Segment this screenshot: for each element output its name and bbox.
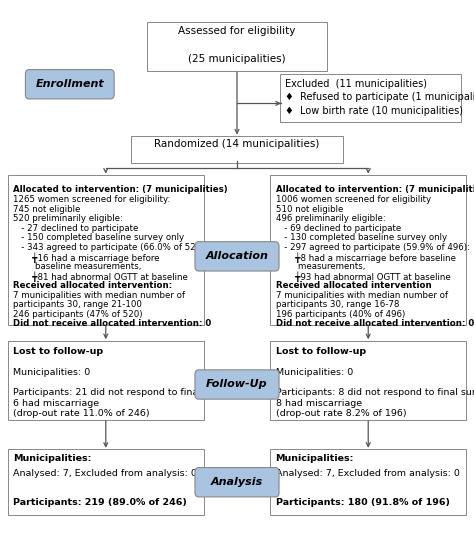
Text: 196 participants (40% of 496): 196 participants (40% of 496) (275, 310, 405, 319)
FancyBboxPatch shape (271, 449, 466, 515)
Text: Participants: 219 (89.0% of 246): Participants: 219 (89.0% of 246) (13, 498, 187, 507)
Text: Municipalities:: Municipalities: (275, 454, 354, 464)
Text: - 297 agreed to participate (59.9% of 496):: - 297 agreed to participate (59.9% of 49… (275, 243, 469, 252)
Text: Allocation: Allocation (206, 252, 268, 261)
Text: 6 had miscarriage: 6 had miscarriage (13, 399, 99, 408)
Text: Allocated to intervention: (7 municipalities): Allocated to intervention: (7 municipali… (13, 186, 228, 194)
Text: Participants: 8 did not respond to final survey,: Participants: 8 did not respond to final… (275, 388, 474, 397)
Text: ╈93 had abnormal OGTT at baseline: ╈93 had abnormal OGTT at baseline (275, 271, 450, 283)
Text: 8 had miscarriage: 8 had miscarriage (275, 399, 362, 408)
Text: Enrollment: Enrollment (36, 79, 104, 89)
Text: Analysed: 7, Excluded from analysis: 0: Analysed: 7, Excluded from analysis: 0 (13, 469, 197, 478)
Text: (25 municipalities): (25 municipalities) (188, 54, 286, 64)
Text: participants 30, range 21-100: participants 30, range 21-100 (13, 300, 142, 309)
Text: ♦  Low birth rate (10 municipalities): ♦ Low birth rate (10 municipalities) (285, 106, 463, 116)
Text: Municipalities:: Municipalities: (13, 454, 91, 464)
FancyBboxPatch shape (271, 341, 466, 420)
Text: 745 not eligible: 745 not eligible (13, 204, 81, 213)
Text: Lost to follow-up: Lost to follow-up (13, 347, 103, 356)
Text: Did not receive allocated intervention: 0: Did not receive allocated intervention: … (275, 320, 474, 329)
FancyBboxPatch shape (8, 175, 203, 325)
Text: (drop-out rate 8.2% of 196): (drop-out rate 8.2% of 196) (275, 409, 406, 418)
FancyBboxPatch shape (195, 242, 279, 271)
Text: baseline measurements,: baseline measurements, (13, 262, 141, 271)
FancyBboxPatch shape (147, 22, 327, 71)
FancyBboxPatch shape (280, 74, 461, 122)
Text: Analysis: Analysis (211, 477, 263, 487)
Text: Follow-Up: Follow-Up (206, 379, 268, 389)
Text: 1265 women screened for eligibility:: 1265 women screened for eligibility: (13, 195, 171, 204)
Text: Participants: 180 (91.8% of 196): Participants: 180 (91.8% of 196) (275, 498, 449, 507)
Text: Did not receive allocated intervention: 0: Did not receive allocated intervention: … (13, 320, 211, 329)
Text: ╈81 had abnormal OGTT at baseline: ╈81 had abnormal OGTT at baseline (13, 271, 188, 283)
FancyBboxPatch shape (195, 468, 279, 497)
Text: 246 participants (47% of 520): 246 participants (47% of 520) (13, 310, 143, 319)
Text: Allocated to intervention: (7 municipalities): Allocated to intervention: (7 municipali… (275, 186, 474, 194)
Text: 7 municipalities with median number of: 7 municipalities with median number of (275, 291, 447, 300)
Text: ╈8 had a miscarriage before baseline: ╈8 had a miscarriage before baseline (275, 253, 456, 263)
Text: ╈16 had a miscarriage before: ╈16 had a miscarriage before (13, 253, 160, 263)
Text: 496 preliminarily eligible:: 496 preliminarily eligible: (275, 214, 385, 223)
FancyBboxPatch shape (271, 175, 466, 325)
Text: 7 municipalities with median number of: 7 municipalities with median number of (13, 291, 185, 300)
Text: Analysed: 7, Excluded from analysis: 0: Analysed: 7, Excluded from analysis: 0 (275, 469, 459, 478)
Text: - 27 declined to participate: - 27 declined to participate (13, 224, 138, 233)
Text: - 343 agreed to participate (66.0% of 520):: - 343 agreed to participate (66.0% of 52… (13, 243, 208, 252)
FancyBboxPatch shape (131, 136, 343, 163)
Text: participants 30, range 16-78: participants 30, range 16-78 (275, 300, 399, 309)
Text: Received allocated intervention:: Received allocated intervention: (13, 281, 172, 290)
FancyBboxPatch shape (26, 70, 114, 99)
Text: Received allocated intervention: Received allocated intervention (275, 281, 431, 290)
Text: Participants: 21 did not respond to final survey,: Participants: 21 did not respond to fina… (13, 388, 239, 397)
Text: 510 not eligible: 510 not eligible (275, 204, 343, 213)
Text: (drop-out rate 11.0% of 246): (drop-out rate 11.0% of 246) (13, 409, 150, 418)
Text: Randomized (14 municipalities): Randomized (14 municipalities) (155, 139, 319, 149)
Text: Lost to follow-up: Lost to follow-up (275, 347, 365, 356)
Text: Excluded  (11 municipalities): Excluded (11 municipalities) (285, 79, 427, 89)
Text: 520 preliminarily eligible:: 520 preliminarily eligible: (13, 214, 123, 223)
FancyBboxPatch shape (8, 449, 203, 515)
Text: Municipalities: 0: Municipalities: 0 (275, 367, 353, 377)
FancyBboxPatch shape (195, 370, 279, 399)
Text: 1006 women screened for eligibility: 1006 women screened for eligibility (275, 195, 431, 204)
Text: - 69 declined to participate: - 69 declined to participate (275, 224, 401, 233)
Text: ♦  Refused to participate (1 municipality): ♦ Refused to participate (1 municipality… (285, 93, 474, 102)
Text: - 130 completed baseline survey only: - 130 completed baseline survey only (275, 233, 447, 242)
FancyBboxPatch shape (8, 341, 203, 420)
Text: Assessed for eligibility: Assessed for eligibility (178, 26, 296, 36)
Text: measurements,: measurements, (275, 262, 365, 271)
Text: - 150 completed baseline survey only: - 150 completed baseline survey only (13, 233, 184, 242)
Text: Municipalities: 0: Municipalities: 0 (13, 367, 91, 377)
